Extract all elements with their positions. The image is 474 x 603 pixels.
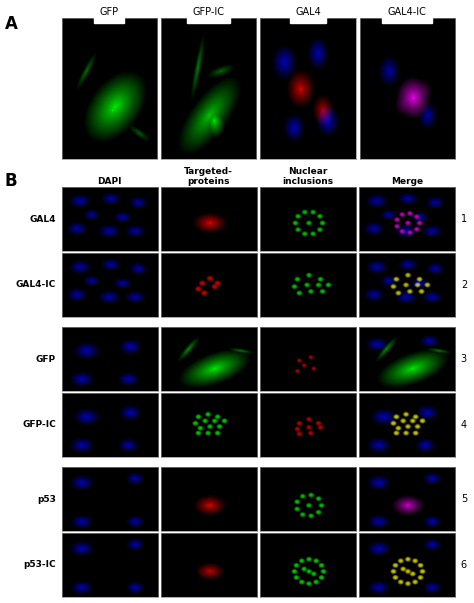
Text: 1: 1: [461, 214, 467, 224]
Text: 6: 6: [461, 560, 467, 570]
Title: Nuclear
inclusions: Nuclear inclusions: [283, 167, 333, 186]
Text: 4: 4: [461, 420, 467, 430]
Y-axis label: GFP-IC: GFP-IC: [22, 420, 56, 429]
Y-axis label: GAL4: GAL4: [29, 215, 56, 224]
Title: GAL4: GAL4: [295, 7, 321, 17]
Y-axis label: p53-IC: p53-IC: [23, 560, 56, 569]
Y-axis label: GAL4-IC: GAL4-IC: [16, 280, 56, 289]
Title: GFP-IC: GFP-IC: [192, 7, 225, 17]
Text: B: B: [5, 172, 18, 190]
Text: A: A: [5, 15, 18, 33]
Text: 3: 3: [461, 354, 467, 364]
Title: Targeted-
proteins: Targeted- proteins: [184, 167, 233, 186]
Text: 5: 5: [461, 494, 467, 505]
Y-axis label: p53: p53: [37, 495, 56, 504]
Title: GAL4-IC: GAL4-IC: [388, 7, 427, 17]
Title: GFP: GFP: [100, 7, 119, 17]
Title: DAPI: DAPI: [98, 177, 122, 186]
Title: Merge: Merge: [391, 177, 423, 186]
Text: 2: 2: [461, 280, 467, 289]
Y-axis label: GFP: GFP: [36, 355, 56, 364]
